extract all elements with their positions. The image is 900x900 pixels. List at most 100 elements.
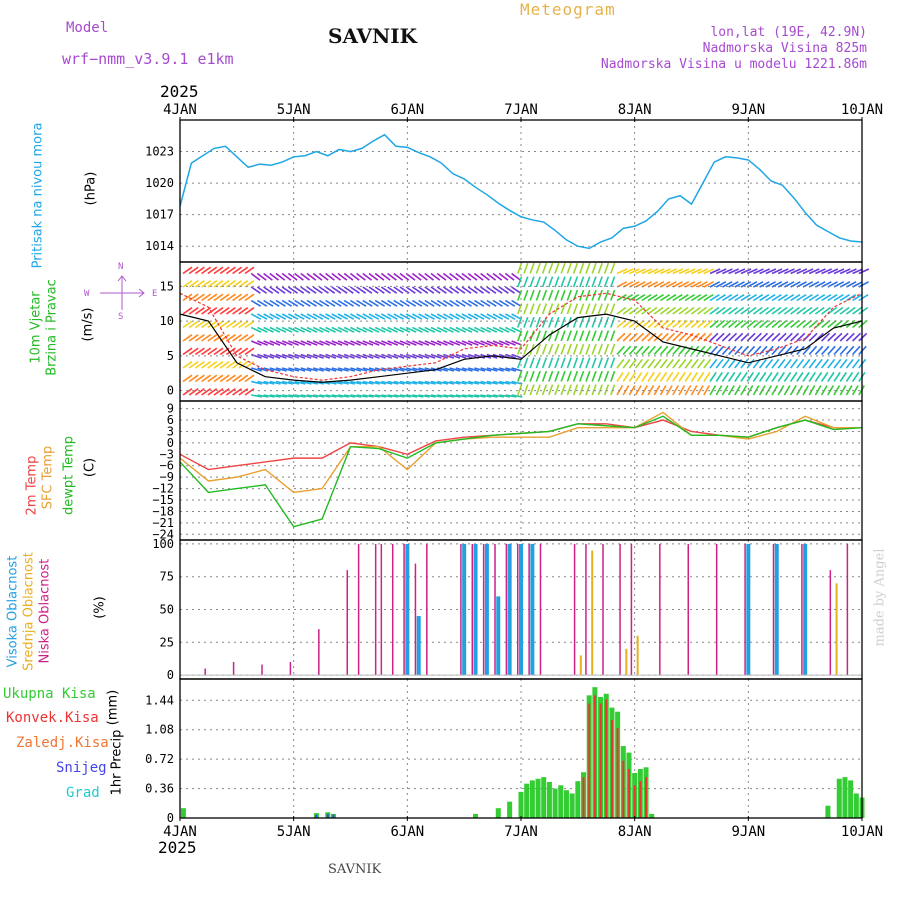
wind-arrow — [238, 374, 249, 383]
wind-arrow — [603, 370, 610, 382]
low-cloud-bar — [204, 668, 206, 676]
wind-arrow — [734, 281, 745, 288]
wind-arrow — [424, 380, 436, 385]
wind-arrow — [393, 353, 405, 359]
wind-arrow — [610, 262, 616, 274]
wind-arrow — [734, 332, 744, 342]
wind-arrow — [728, 268, 739, 275]
wind-arrow — [263, 353, 275, 359]
wind-arrow — [517, 330, 523, 342]
wind-arrow — [622, 371, 631, 382]
wind-arrow — [437, 394, 449, 398]
temp-tick-label: −18 — [152, 504, 174, 518]
wind-arrow — [201, 374, 212, 383]
wind-arrow — [746, 319, 757, 329]
wind-arrow — [225, 266, 236, 275]
wind-arrow — [244, 347, 255, 356]
wind-arrow — [858, 268, 870, 275]
wind-arrow — [566, 384, 572, 396]
wind-arrow — [727, 385, 735, 396]
wind-arrow — [269, 353, 281, 359]
low-cloud-bar — [289, 661, 292, 676]
wind-arrow — [393, 394, 405, 398]
x-tick-label-bottom: 10JAN — [841, 824, 883, 840]
wind-arrow — [244, 374, 255, 383]
wind-arrow — [833, 319, 843, 329]
wind-arrow — [641, 371, 649, 382]
wind-arrow — [480, 340, 492, 346]
wind-arrow — [287, 286, 298, 294]
wind-arrow — [467, 299, 479, 307]
wind-arrow — [313, 394, 325, 398]
wind-arrow — [418, 326, 429, 333]
wind-arrow — [288, 340, 299, 346]
wind-arrow — [814, 371, 823, 382]
wind-arrow — [858, 319, 868, 329]
wind-arrow — [337, 394, 349, 398]
wind-arrow — [337, 326, 349, 333]
low-cloud-bar — [494, 543, 496, 676]
wind-arrow — [219, 280, 230, 288]
wind-arrow — [480, 272, 490, 281]
wind-arrow — [647, 306, 658, 315]
wind-arrow — [715, 293, 726, 302]
wind-arrow — [659, 345, 669, 356]
wind-arrow — [548, 316, 554, 328]
wind-arrow — [511, 313, 522, 320]
wind-arrow — [393, 272, 404, 281]
low-cloud-bar — [528, 543, 530, 676]
wind-arrow — [721, 371, 730, 382]
wind-arrow — [616, 345, 625, 356]
wind-arrow — [331, 394, 343, 398]
wind-arrow — [802, 345, 811, 356]
wind-arrow — [728, 319, 738, 329]
wind-arrow — [684, 345, 694, 356]
wind-arrow — [833, 345, 842, 356]
wind-arrow — [535, 316, 541, 328]
wind-arrow — [765, 345, 774, 356]
wind-arrow — [461, 326, 473, 333]
wind-arrow — [603, 316, 610, 328]
wind-arrow — [591, 384, 597, 396]
wind-arrow — [634, 385, 642, 396]
wind-arrow — [374, 353, 386, 359]
wind-arrow — [381, 313, 392, 320]
precip-conv-bar — [593, 695, 596, 818]
wind-arrow — [504, 286, 515, 294]
wind-arrow — [430, 380, 442, 385]
panel-border — [179, 400, 863, 541]
wind-arrow — [418, 272, 428, 281]
wind-arrow — [375, 394, 387, 398]
wind-arrow — [808, 345, 818, 356]
wind-arrow — [312, 299, 324, 307]
wind-arrow — [213, 361, 224, 369]
wind-arrow — [325, 286, 336, 294]
high-cloud-bar — [484, 543, 489, 676]
wind-arrow — [213, 374, 224, 383]
wind-arrow — [418, 394, 430, 398]
wind-arrow — [257, 326, 268, 333]
temp-tick-label: 0 — [167, 436, 174, 450]
wind-arrow — [740, 293, 751, 302]
wind-arrow — [715, 385, 723, 396]
wind-arrow — [759, 319, 769, 329]
wind-arrow — [461, 286, 472, 294]
wind-arrow — [188, 374, 199, 383]
wind-arrow — [300, 340, 312, 346]
wind-arrow — [839, 358, 848, 369]
wind-arrow — [628, 319, 639, 329]
wind-arrow — [597, 276, 603, 288]
wind-arrow — [548, 343, 554, 355]
wind-arrow — [281, 299, 293, 307]
wind-arrow — [529, 370, 535, 382]
wind-arrow — [343, 326, 355, 333]
wind-arrow — [505, 394, 517, 398]
compass-e: E — [152, 289, 158, 299]
wind-arrow — [511, 340, 523, 346]
year-bottom: 2025 — [158, 838, 197, 857]
wind-arrow — [281, 286, 292, 294]
wind-arrow — [337, 380, 349, 385]
wind-arrow — [752, 332, 762, 342]
wind-arrow — [182, 334, 193, 342]
